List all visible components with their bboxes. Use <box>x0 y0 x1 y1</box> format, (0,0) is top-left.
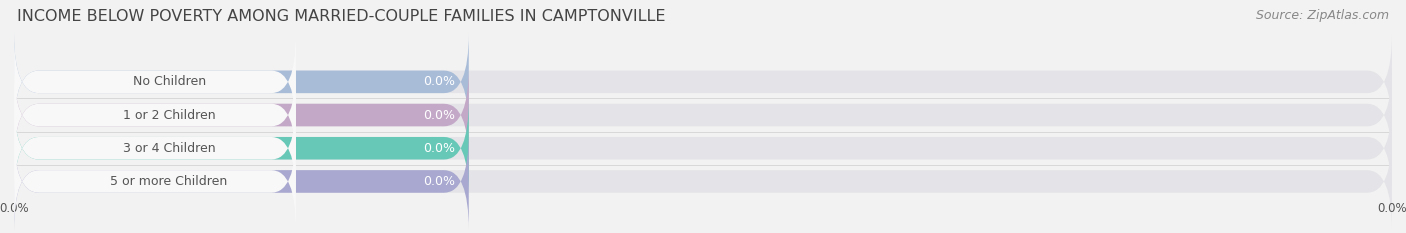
Text: INCOME BELOW POVERTY AMONG MARRIED-COUPLE FAMILIES IN CAMPTONVILLE: INCOME BELOW POVERTY AMONG MARRIED-COUPL… <box>17 9 665 24</box>
Text: 0.0%: 0.0% <box>423 142 456 155</box>
Text: Source: ZipAtlas.com: Source: ZipAtlas.com <box>1256 9 1389 22</box>
Text: 3 or 4 Children: 3 or 4 Children <box>122 142 215 155</box>
FancyBboxPatch shape <box>14 33 297 130</box>
FancyBboxPatch shape <box>14 100 468 197</box>
FancyBboxPatch shape <box>14 67 297 164</box>
FancyBboxPatch shape <box>14 67 297 164</box>
FancyBboxPatch shape <box>14 100 297 197</box>
FancyBboxPatch shape <box>14 33 297 130</box>
FancyBboxPatch shape <box>14 67 1392 164</box>
FancyBboxPatch shape <box>14 133 1392 230</box>
Text: 0.0%: 0.0% <box>423 109 456 122</box>
Text: 1 or 2 Children: 1 or 2 Children <box>122 109 215 122</box>
FancyBboxPatch shape <box>14 33 1392 130</box>
FancyBboxPatch shape <box>14 133 297 230</box>
FancyBboxPatch shape <box>14 133 468 230</box>
FancyBboxPatch shape <box>14 100 1392 197</box>
Text: 0.0%: 0.0% <box>423 175 456 188</box>
Text: 0.0%: 0.0% <box>423 75 456 88</box>
Text: 5 or more Children: 5 or more Children <box>111 175 228 188</box>
Text: No Children: No Children <box>132 75 205 88</box>
FancyBboxPatch shape <box>14 33 468 130</box>
FancyBboxPatch shape <box>14 67 468 164</box>
FancyBboxPatch shape <box>14 133 297 230</box>
FancyBboxPatch shape <box>14 100 297 197</box>
